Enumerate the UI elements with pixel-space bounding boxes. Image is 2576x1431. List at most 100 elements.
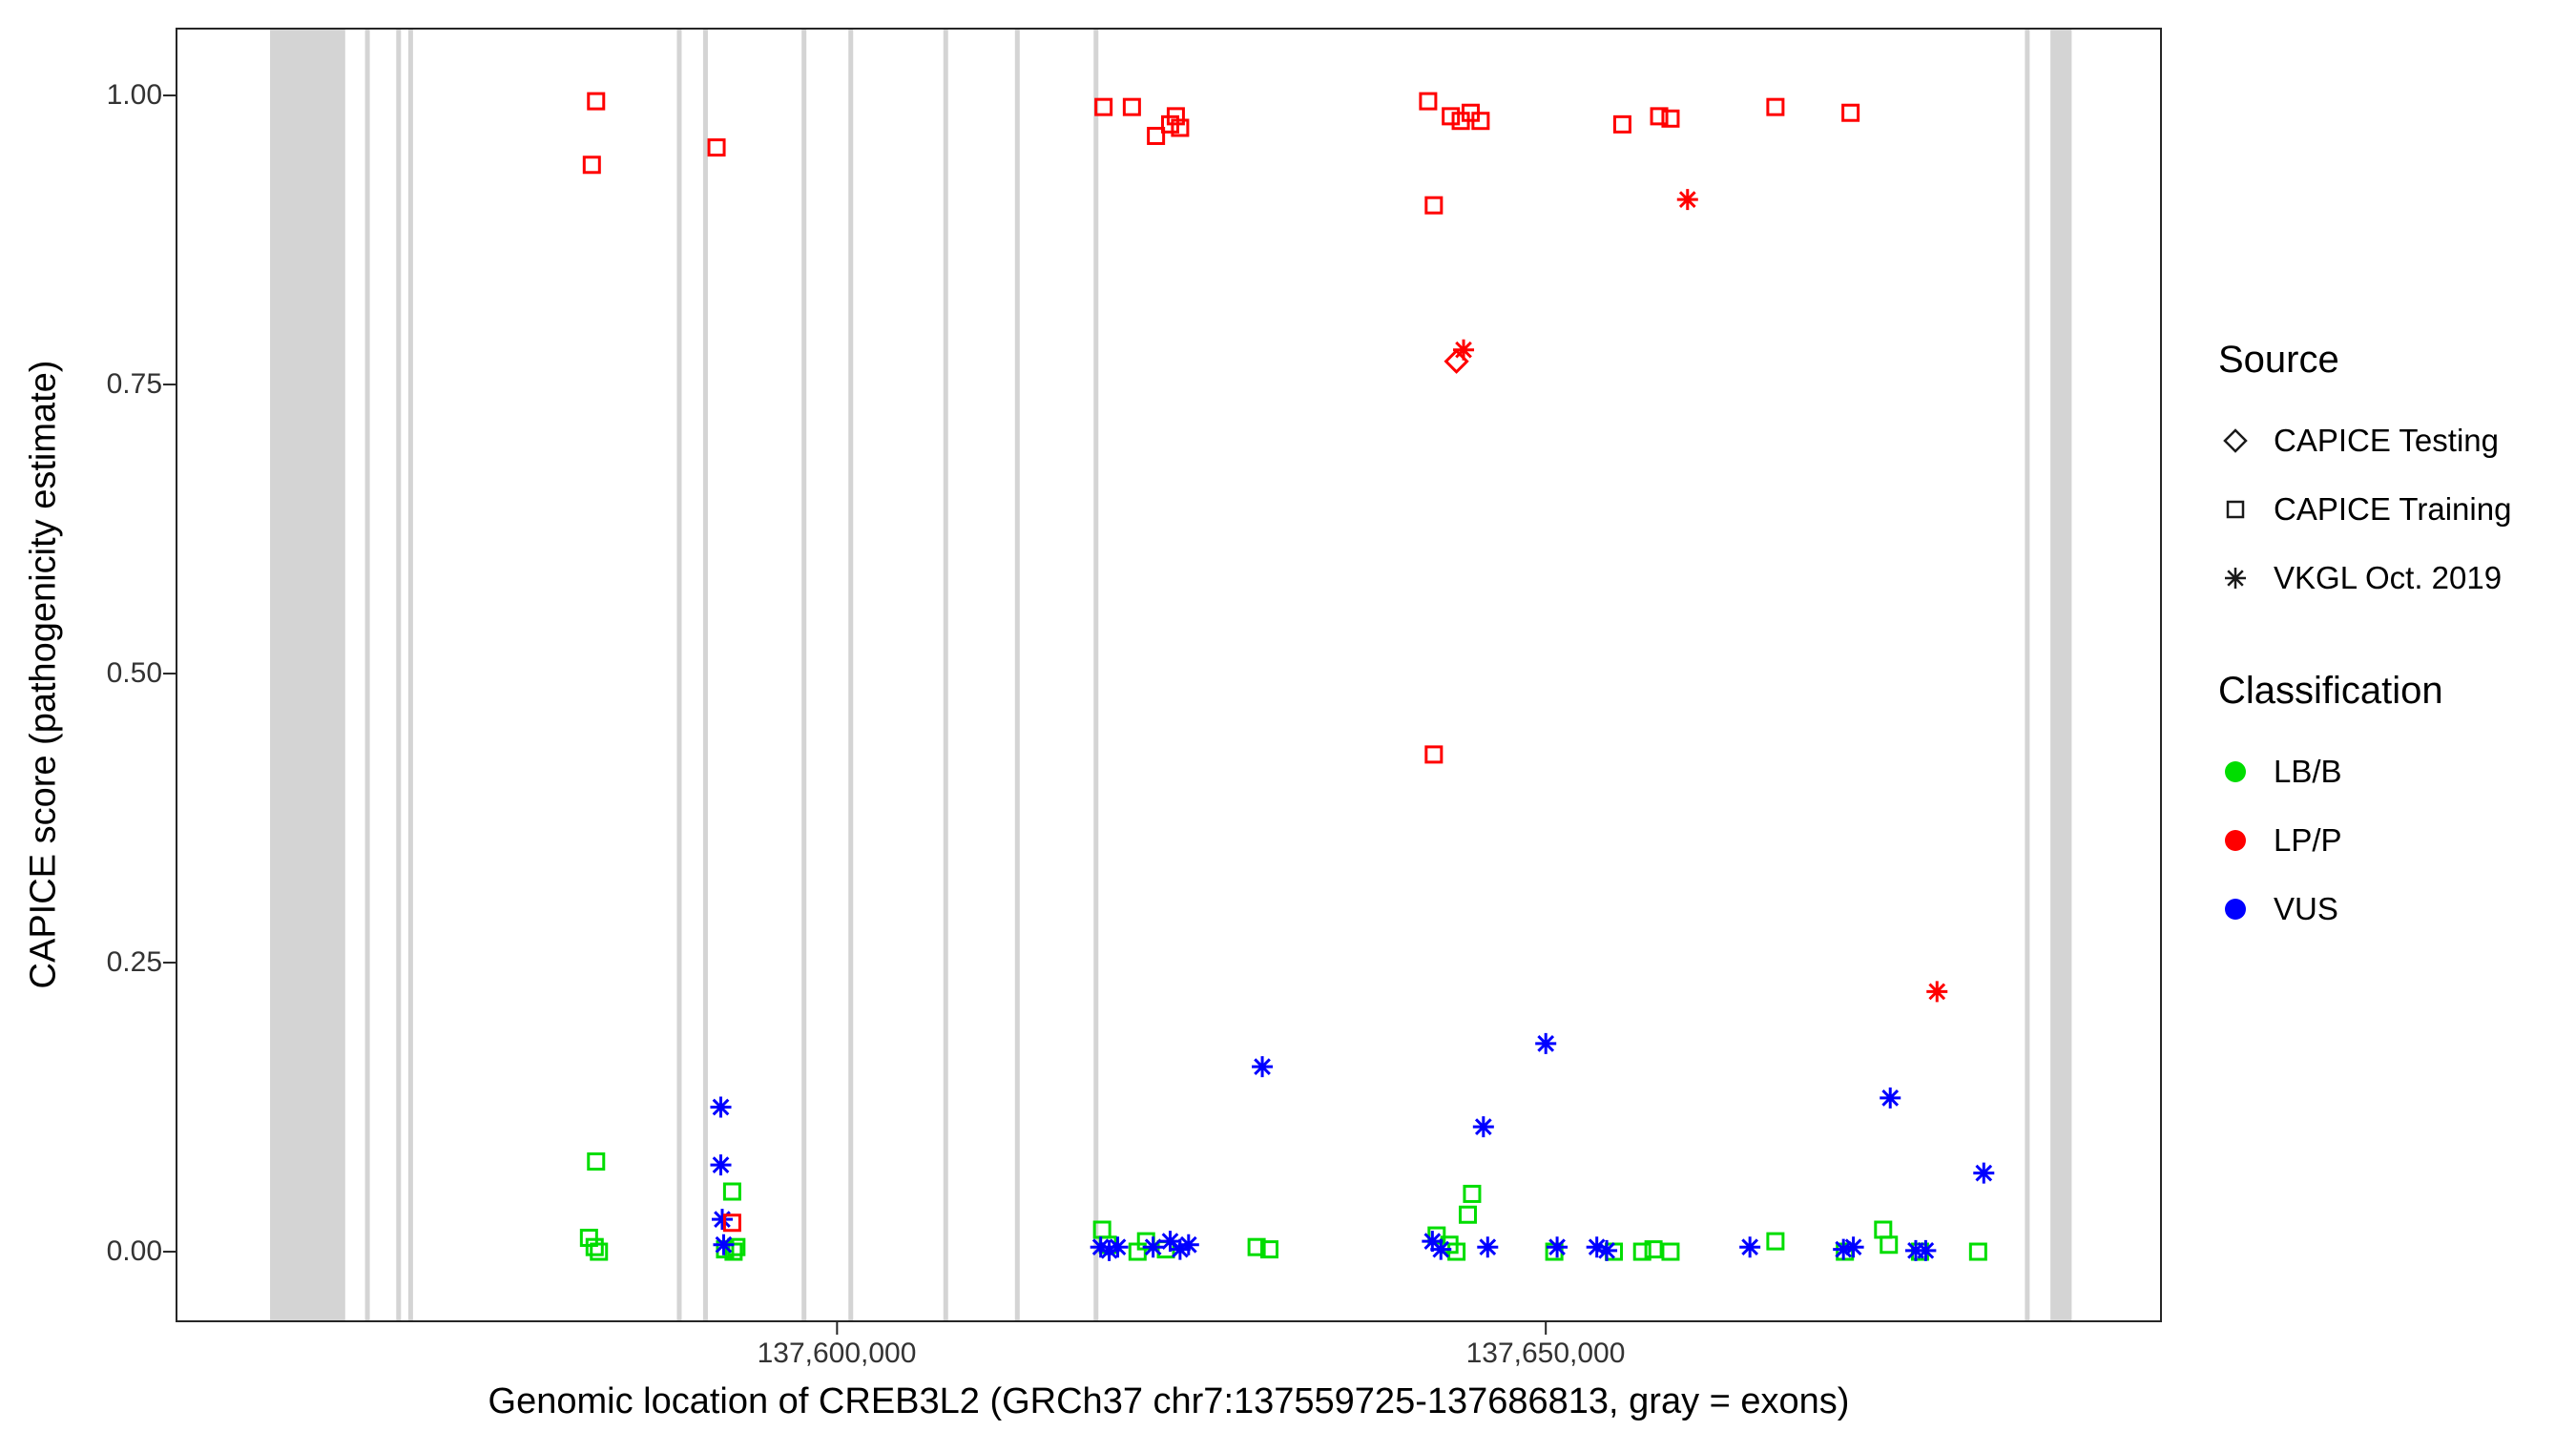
legend-item-label: CAPICE Training	[2274, 491, 2512, 527]
data-point-square	[1458, 1205, 1477, 1224]
data-point-asterisk	[1159, 1231, 1181, 1253]
data-point-asterisk	[713, 1234, 735, 1255]
exon-band	[1014, 29, 1020, 1321]
data-point-asterisk	[1453, 339, 1475, 361]
red-dot-icon	[2225, 830, 2246, 851]
data-point-asterisk	[1833, 1238, 1855, 1260]
data-point-square	[1841, 103, 1860, 122]
data-point-asterisk	[1090, 1236, 1111, 1258]
data-point-asterisk	[1842, 1236, 1864, 1258]
y-tick-label-1: 0.25	[106, 946, 162, 978]
data-point-asterisk	[712, 1209, 733, 1231]
data-point-square	[1147, 126, 1166, 145]
data-point-square	[1880, 1235, 1899, 1255]
data-point-asterisk	[1586, 1236, 1608, 1258]
data-point-square	[722, 1182, 741, 1201]
data-point-square	[579, 1228, 598, 1247]
exon-band	[801, 29, 807, 1321]
data-point-square	[1442, 107, 1461, 126]
exon-band	[270, 29, 345, 1321]
data-point-square	[1661, 1242, 1680, 1261]
diamond-icon	[2223, 428, 2248, 453]
exon-band	[702, 29, 708, 1321]
legend-item-vkgl: VKGL Oct. 2019	[2218, 544, 2573, 612]
data-point-square	[1874, 1220, 1893, 1239]
data-point-square	[1968, 1242, 1987, 1261]
data-point-asterisk	[1880, 1087, 1901, 1109]
data-point-square	[1419, 92, 1438, 111]
data-point-square	[1424, 745, 1444, 764]
legend-item-label: LP/P	[2274, 822, 2342, 858]
data-point-asterisk	[710, 1154, 732, 1176]
data-point-asterisk	[1915, 1239, 1937, 1261]
data-point-asterisk	[1926, 981, 1948, 1003]
data-point-square	[707, 138, 726, 157]
legend-item-label: CAPICE Testing	[2274, 423, 2499, 458]
data-point-square	[585, 1237, 604, 1256]
legend-classification-section: Classification LB/B LP/P VUS	[2218, 670, 2573, 944]
legend-item-capice-training: CAPICE Training	[2218, 475, 2573, 544]
square-icon	[2226, 500, 2245, 519]
data-point-square	[1661, 109, 1680, 128]
data-point-asterisk	[1142, 1236, 1164, 1258]
x-axis-title: Genomic location of CREB3L2 (GRCh37 chr7…	[488, 1381, 1850, 1421]
data-point-square	[1612, 114, 1631, 134]
data-point-square	[1644, 1240, 1663, 1259]
y-tick-label-2: 0.50	[106, 657, 162, 689]
data-point-square	[590, 1242, 609, 1261]
data-point-square	[1463, 1184, 1482, 1203]
data-point-square	[1766, 97, 1785, 116]
data-point-asterisk	[1472, 1116, 1494, 1138]
legend-item-lbb: LB/B	[2218, 737, 2573, 806]
asterisk-icon	[2225, 568, 2246, 589]
exon-band	[676, 29, 682, 1321]
exon-band	[2050, 29, 2072, 1321]
data-point-asterisk	[1676, 189, 1698, 211]
data-point-asterisk	[710, 1096, 732, 1118]
data-point-asterisk	[1098, 1239, 1120, 1261]
data-point-square	[1447, 1242, 1466, 1261]
exon-band	[396, 29, 402, 1321]
data-point-asterisk	[1169, 1238, 1191, 1260]
legend-item-capice-testing: CAPICE Testing	[2218, 406, 2573, 475]
y-tick-label-4: 1.00	[106, 79, 162, 111]
legend-item-label: LB/B	[2274, 754, 2342, 789]
data-point-square	[587, 92, 606, 111]
legend-classification-title: Classification	[2218, 670, 2443, 712]
data-point-square	[727, 1237, 746, 1256]
data-point-square	[1424, 196, 1444, 215]
legend-source-section: Source CAPICE Testing CAPICE Training VK…	[2218, 339, 2573, 612]
y-tick-label-3: 0.75	[106, 368, 162, 400]
data-point-asterisk	[1177, 1234, 1199, 1255]
data-point-square	[1122, 97, 1141, 116]
data-point-square	[722, 1213, 741, 1233]
data-point-asterisk	[1252, 1056, 1274, 1078]
data-point-asterisk	[1739, 1236, 1761, 1258]
data-point-square	[1471, 112, 1490, 131]
data-point-asterisk	[1547, 1236, 1568, 1258]
data-point-asterisk	[1596, 1239, 1618, 1261]
panel-border	[176, 28, 2162, 1322]
x-tick-label-0: 137,600,000	[757, 1338, 917, 1369]
data-point-asterisk	[1973, 1162, 1995, 1184]
exon-band	[943, 29, 948, 1321]
data-point-square	[1166, 107, 1185, 126]
data-point-square	[1259, 1240, 1278, 1259]
legend-item-lpp: LP/P	[2218, 806, 2573, 875]
data-point-asterisk	[1477, 1236, 1499, 1258]
exon-band	[1093, 29, 1099, 1321]
legend-item-vus: VUS	[2218, 875, 2573, 944]
data-point-square	[582, 156, 601, 175]
exon-band	[848, 29, 854, 1321]
legend-item-label: VKGL Oct. 2019	[2274, 560, 2503, 595]
legend-source-title: Source	[2218, 339, 2339, 381]
blue-dot-icon	[2225, 899, 2246, 920]
data-point-square	[1766, 1232, 1785, 1251]
legend-item-label: VUS	[2274, 891, 2338, 926]
exon-band	[407, 29, 413, 1321]
data-point-square	[1247, 1237, 1266, 1256]
legend: Source CAPICE Testing CAPICE Training VK…	[2218, 339, 2573, 1001]
exon-band	[364, 29, 370, 1321]
